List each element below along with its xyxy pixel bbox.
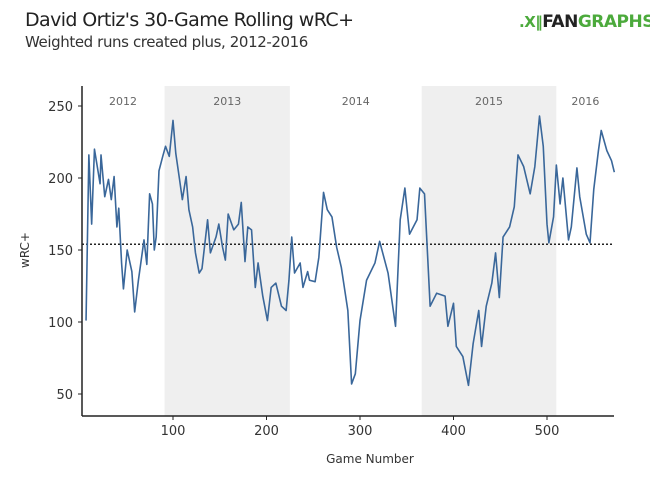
y-tick-label: 150 <box>48 244 73 259</box>
x-axis-label: Game Number <box>326 452 414 466</box>
x-tick-label: 100 <box>161 424 186 439</box>
x-tick-label: 400 <box>441 424 466 439</box>
series-line-wrc-plus <box>85 115 616 387</box>
chart-title: David Ortiz's 30-Game Rolling wRC+ <box>25 9 354 31</box>
chart-subtitle: Weighted runs created plus, 2012-2016 <box>25 33 308 51</box>
y-tick-label: 200 <box>48 172 73 187</box>
season-label-2013: 2013 <box>213 95 241 108</box>
batter-icon: .Ⅹ‖ <box>519 13 543 31</box>
y-tick-label: 50 <box>56 388 73 403</box>
season-shade-2015 <box>421 86 557 416</box>
x-tick-label: 500 <box>535 424 560 439</box>
season-label-2012: 2012 <box>109 95 137 108</box>
fangraphs-logo: .Ⅹ‖FANGRAPHS <box>519 12 650 32</box>
x-tick-label: 300 <box>348 424 373 439</box>
y-tick-label: 100 <box>48 316 73 331</box>
season-label-2016: 2016 <box>571 95 599 108</box>
season-shade-2013 <box>164 86 290 416</box>
y-axis-label: wRC+ <box>18 232 32 268</box>
x-tick-label: 200 <box>254 424 279 439</box>
y-tick-label: 250 <box>48 100 73 115</box>
season-label-2014: 2014 <box>342 95 370 108</box>
season-label-2015: 2015 <box>475 95 503 108</box>
